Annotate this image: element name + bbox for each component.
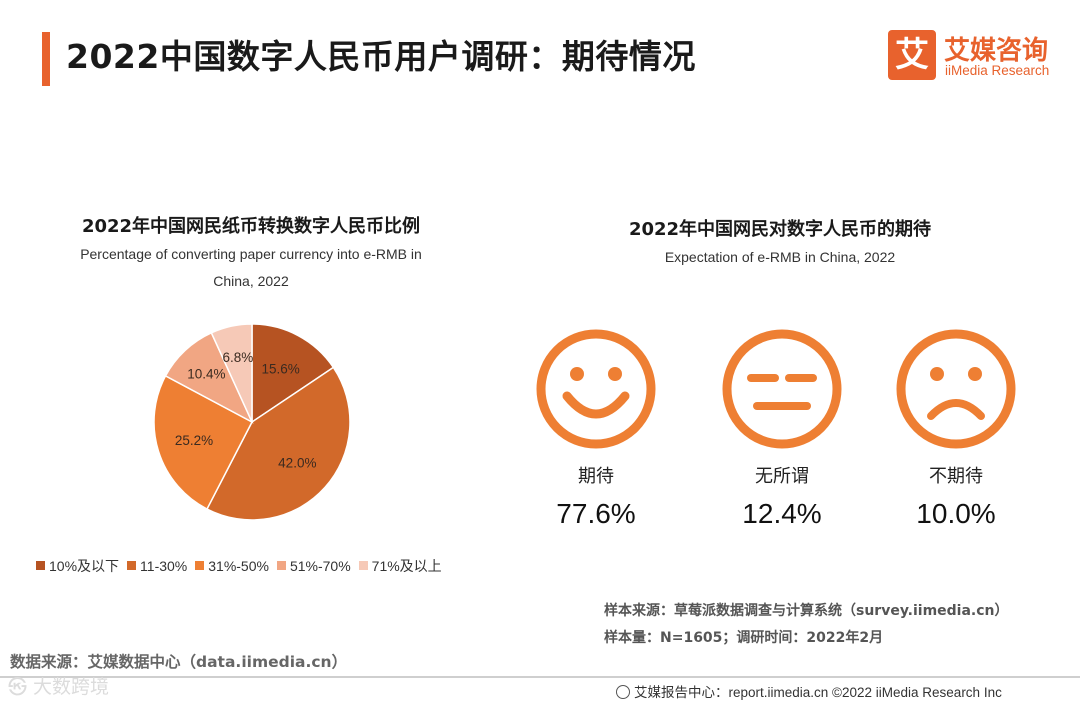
- smile-face-icon: [536, 329, 656, 449]
- face-column-indifferent: 无所谓 12.4%: [702, 326, 862, 530]
- pie-label-3: 25.2%: [175, 433, 213, 448]
- footer-divider: [0, 676, 1080, 678]
- face-value-indifferent: 12.4%: [742, 498, 822, 529]
- pie-slice-2: [205, 366, 351, 521]
- sample-size: 样本量：N=1605；调研时间：2022年2月: [604, 630, 884, 646]
- legend-item-5: 71%及以上: [358, 556, 442, 576]
- face-label-not-expect: 不期待: [929, 466, 983, 487]
- legend-swatch-3: [195, 561, 205, 570]
- pie-label-1: 15.6%: [261, 361, 299, 376]
- legend-label-1: 10%及以下: [49, 558, 120, 574]
- pie-label-5: 6.8%: [222, 350, 253, 365]
- face-column-expect: 期待 77.6%: [516, 326, 676, 530]
- legend-item-3: 31%-50%: [195, 558, 269, 574]
- footer-credit: 艾媒报告中心：report.iimedia.cn ©2022 iiMedia R…: [616, 681, 1002, 701]
- sad-face-icon: [896, 329, 1016, 449]
- footer-credit-text: 艾媒报告中心：report.iimedia.cn ©2022 iiMedia R…: [634, 685, 1002, 700]
- page-title: 2022中国数字人民币用户调研：期待情况: [66, 37, 696, 76]
- expectation-title: 2022年中国网民对数字人民币的期待: [628, 219, 932, 240]
- pie-label-4: 10.4%: [187, 366, 225, 381]
- legend-swatch-5: [358, 561, 368, 570]
- legend-label-5: 71%及以上: [371, 558, 442, 574]
- face-value-not-expect: 10.0%: [916, 498, 996, 529]
- globe-icon: [616, 685, 630, 699]
- face-column-not-expect: 不期待 10.0%: [876, 326, 1036, 530]
- title-accent-bar: [42, 32, 50, 86]
- pie-slice-5: [210, 323, 253, 423]
- legend-label-4: 51%-70%: [289, 558, 351, 574]
- pie-label-2: 42.0%: [278, 455, 316, 470]
- pie-subtitle-line1: Percentage of converting paper currency …: [80, 246, 422, 262]
- face-value-expect: 77.6%: [556, 498, 636, 529]
- logo-en-text: iiMedia Research: [945, 63, 1050, 78]
- pie-chart: 15.6% 42.0% 25.2% 10.4%6.8%: [153, 323, 351, 521]
- legend-label-2: 11-30%: [140, 558, 188, 574]
- legend-item-4: 51%-70%: [276, 558, 351, 574]
- logo-cn-text: 艾媒咨询: [944, 36, 1049, 66]
- face-label-indifferent: 无所谓: [755, 466, 809, 487]
- expectation-subtitle: Expectation of e-RMB in China, 2022: [664, 249, 896, 265]
- neutral-face-icon: [722, 329, 842, 449]
- legend-swatch-1: [36, 561, 45, 570]
- pie-chart-subtitle: Percentage of converting paper currency …: [40, 241, 462, 295]
- pie-legend: 10%及以下 11-30% 31%-50% 51%-70% 71%及以上: [36, 556, 450, 576]
- sample-source: 样本来源：草莓派数据调查与计算系统（survey.iimedia.cn）: [604, 603, 1009, 619]
- legend-swatch-2: [127, 561, 137, 570]
- legend-swatch-4: [276, 561, 286, 570]
- pie-chart-title: 2022年中国网民纸币转换数字人民币比例: [81, 216, 421, 237]
- logo-mark: 艾: [888, 30, 936, 80]
- data-source: 数据来源：艾媒数据中心（data.iimedia.cn）: [10, 653, 348, 671]
- legend-item-2: 11-30%: [127, 558, 187, 574]
- face-label-expect: 期待: [578, 466, 614, 487]
- pie-slice-1: [251, 323, 335, 424]
- legend-label-3: 31%-50%: [208, 558, 269, 574]
- iimedia-logo: 艾 艾媒咨询 iiMedia Research: [888, 30, 1063, 82]
- pie-subtitle-line2: China, 2022: [213, 273, 289, 289]
- watermark: ㉿ 大数跨境: [8, 676, 110, 698]
- legend-item-1: 10%及以下: [36, 556, 119, 576]
